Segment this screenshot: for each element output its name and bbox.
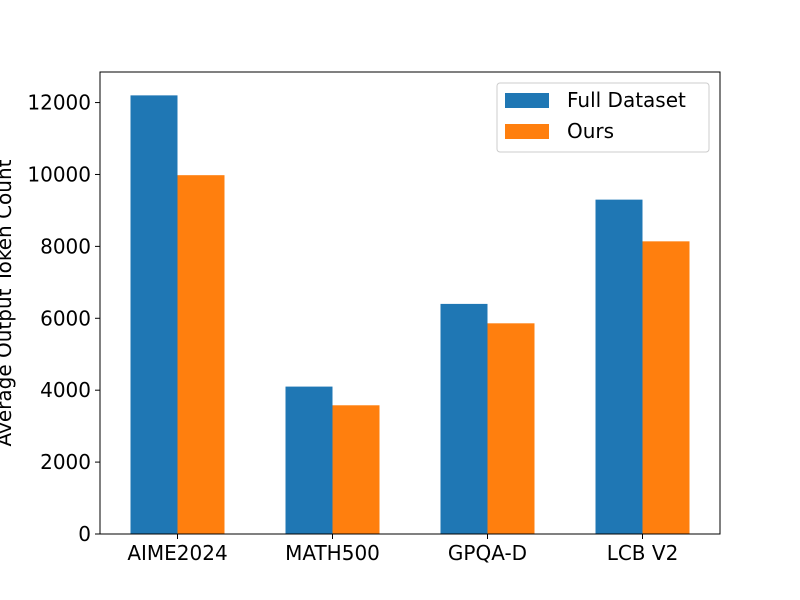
x-tick-label: GPQA-D [448, 541, 527, 565]
bars-group [130, 95, 690, 535]
y-axis-ticks: 0 2000 4000 6000 8000 10000 12000 [27, 91, 100, 546]
bar-ours-gpqa-d [487, 323, 535, 534]
legend-swatch [505, 124, 549, 139]
bar-full-dataset-gpqa-d [440, 303, 488, 534]
x-tick-label: LCB V2 [607, 541, 679, 565]
bar-ours-aime2024 [177, 175, 225, 535]
bar-full-dataset-lcb-v2 [595, 199, 643, 534]
y-tick-label: 2000 [40, 450, 91, 474]
bar-full-dataset-aime2024 [130, 95, 178, 534]
bar-ours-lcb-v2 [642, 241, 690, 534]
legend-box [496, 82, 710, 153]
legend-label: Full Dataset [567, 88, 686, 112]
y-tick-label: 4000 [40, 378, 91, 402]
x-tick-label: AIME2024 [127, 541, 227, 565]
y-tick-label: 10000 [27, 162, 91, 186]
y-tick-label: 12000 [27, 91, 91, 115]
y-tick-label: 0 [78, 522, 91, 546]
plot-frame [99, 71, 721, 535]
y-tick-label: 6000 [40, 306, 91, 330]
bar-full-dataset-math500 [285, 386, 333, 534]
y-tick-label: 8000 [40, 234, 91, 258]
x-axis-ticks: AIME2024 MATH500 GPQA-D LCB V2 [127, 534, 678, 565]
legend-swatch [505, 93, 549, 108]
legend-label: Ours [567, 119, 614, 143]
y-axis-label: Average Output Token Count [0, 159, 16, 446]
legend: Full Dataset Ours [496, 82, 710, 153]
x-tick-label: MATH500 [285, 541, 380, 565]
bar-ours-math500 [332, 405, 380, 534]
